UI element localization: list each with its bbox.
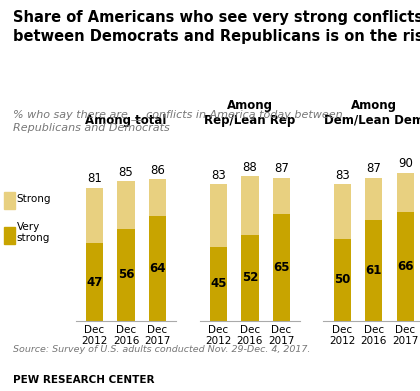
Text: % who say there are __ conflicts in America today between
Republicans and Democr: % who say there are __ conflicts in Amer…: [13, 109, 342, 133]
Text: 90: 90: [398, 157, 413, 170]
Text: 52: 52: [242, 271, 258, 284]
Text: 45: 45: [210, 277, 227, 290]
Text: 86: 86: [150, 164, 165, 177]
Bar: [210, 247, 227, 321]
Bar: [241, 235, 259, 321]
Bar: [396, 173, 414, 212]
Text: Among total: Among total: [85, 114, 167, 127]
Text: 65: 65: [273, 261, 290, 274]
Bar: [241, 176, 259, 235]
Text: 85: 85: [118, 165, 134, 179]
Text: 47: 47: [87, 276, 102, 289]
Bar: [86, 188, 103, 244]
Text: 87: 87: [366, 162, 381, 175]
Text: Strong: Strong: [17, 194, 51, 204]
Bar: [333, 184, 351, 239]
Text: Among
Rep/Lean Rep: Among Rep/Lean Rep: [204, 99, 296, 127]
Bar: [273, 178, 290, 214]
Text: 83: 83: [335, 169, 350, 182]
Text: Very
strong: Very strong: [17, 222, 50, 244]
Text: 87: 87: [274, 162, 289, 175]
Text: Source: Survey of U.S. adults conducted Nov. 29-Dec. 4, 2017.: Source: Survey of U.S. adults conducted …: [13, 345, 310, 354]
Text: 88: 88: [242, 161, 257, 174]
Text: 66: 66: [397, 260, 414, 273]
Text: 50: 50: [334, 273, 350, 286]
Bar: [396, 212, 414, 321]
Text: 56: 56: [118, 268, 134, 281]
Text: 83: 83: [211, 169, 226, 182]
Bar: [210, 184, 227, 247]
Bar: [333, 239, 351, 321]
Bar: [117, 181, 135, 229]
Text: 64: 64: [149, 262, 166, 274]
Text: Among
Dem/Lean Dem: Among Dem/Lean Dem: [324, 99, 420, 127]
Bar: [365, 221, 383, 321]
Text: 81: 81: [87, 172, 102, 185]
Bar: [149, 179, 166, 215]
Text: 61: 61: [366, 264, 382, 277]
Bar: [273, 214, 290, 321]
Bar: [149, 215, 166, 321]
Text: Share of Americans who see very strong conflicts
between Democrats and Republica: Share of Americans who see very strong c…: [13, 10, 420, 44]
Text: PEW RESEARCH CENTER: PEW RESEARCH CENTER: [13, 375, 154, 385]
Bar: [86, 244, 103, 321]
Bar: [365, 178, 383, 221]
Bar: [117, 229, 135, 321]
